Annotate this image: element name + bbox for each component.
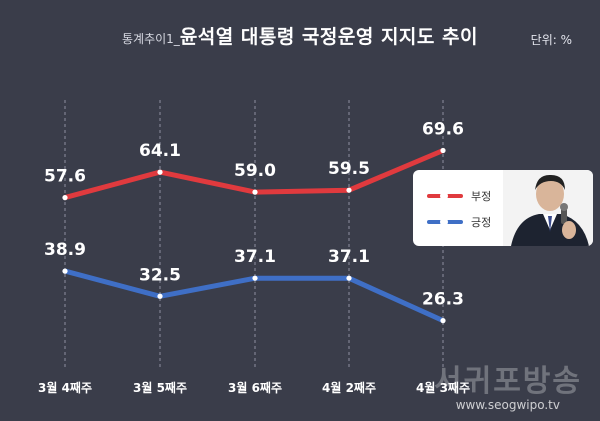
data-label-positive-1: 32.5	[139, 265, 181, 285]
watermark-url: www.seogwipo.tv	[455, 398, 560, 412]
legend-label-positive: 긍정	[471, 216, 492, 229]
legend-swatch-negative	[427, 192, 463, 200]
x-tick-label-3: 4월 2째주	[322, 380, 376, 395]
title-prefix: 통계추이1_	[122, 32, 180, 46]
data-point-negative-3	[346, 187, 352, 193]
legend-label-negative: 부정	[471, 190, 492, 203]
data-label-positive-2: 37.1	[234, 247, 276, 267]
data-point-positive-4	[440, 318, 446, 324]
watermark-brand: 서귀포방송	[434, 364, 582, 399]
legend-swatch-positive	[427, 218, 463, 226]
data-label-positive-4: 26.3	[422, 290, 464, 310]
data-point-positive-0	[62, 268, 68, 274]
legend: 부정 긍정	[413, 170, 593, 246]
data-point-negative-1	[157, 169, 163, 175]
data-point-negative-4	[440, 147, 446, 154]
x-tick-label-4: 4월 3째주	[416, 380, 470, 395]
chart-title: 통계추이1_윤석열 대통령 국정운영 지지도 추이	[0, 22, 600, 49]
x-tick-label-2: 3월 6째주	[228, 380, 282, 395]
data-label-negative-4: 69.6	[422, 120, 464, 140]
unit-label: 단위: %	[530, 33, 572, 47]
data-label-negative-1: 64.1	[139, 141, 181, 161]
data-label-negative-0: 57.6	[44, 167, 86, 187]
data-point-negative-0	[62, 195, 68, 201]
data-label-negative-3: 59.5	[328, 159, 370, 179]
data-point-positive-3	[346, 275, 352, 281]
x-tick-label-0: 3월 4째주	[38, 380, 92, 395]
data-point-positive-1	[157, 293, 163, 299]
data-label-positive-0: 38.9	[44, 240, 86, 260]
legend-item-negative: 부정	[427, 188, 491, 204]
legend-item-positive: 긍정	[427, 214, 491, 230]
title-main: 윤석열 대통령 국정운영 지지도 추이	[179, 26, 478, 48]
data-label-negative-2: 59.0	[234, 161, 276, 181]
data-point-positive-2	[252, 275, 258, 281]
president-photo	[503, 170, 593, 246]
x-tick-label-1: 3월 5째주	[133, 380, 187, 395]
data-point-negative-2	[252, 189, 258, 195]
data-label-positive-3: 37.1	[328, 247, 370, 267]
